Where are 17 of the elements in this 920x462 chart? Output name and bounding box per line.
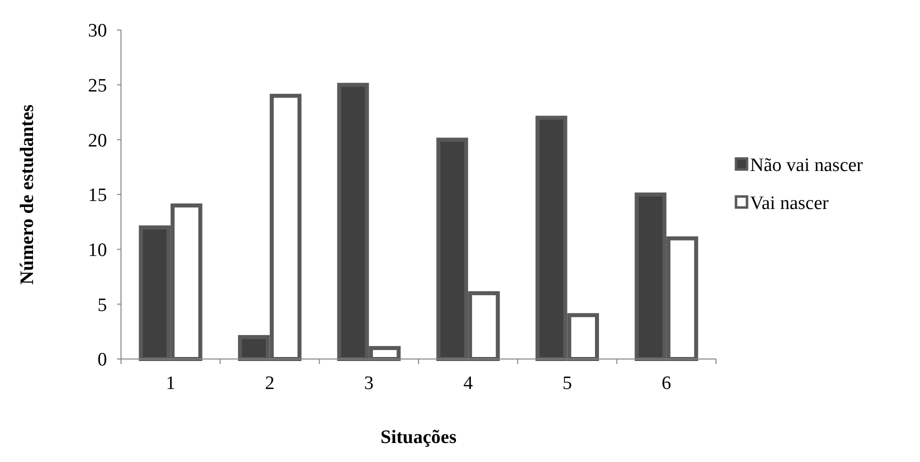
x-tick-label: 1: [166, 373, 176, 394]
y-tick-label: 5: [98, 294, 107, 316]
x-tick-label: 3: [364, 373, 374, 394]
y-tick-label: 0: [98, 350, 107, 371]
y-tick-label: 20: [88, 130, 107, 152]
y-tick-label: 15: [88, 185, 107, 206]
x-tick-label: 4: [463, 373, 474, 394]
legend-label: Vai nascer: [750, 193, 830, 214]
legend-label: Não vai nascer: [750, 155, 864, 176]
x-axis-title: Situações: [380, 427, 456, 448]
y-tick-label: 30: [88, 20, 107, 42]
x-tick-label: 2: [265, 373, 274, 394]
y-axis-title: Número de estudantes: [17, 104, 38, 285]
x-tick-label: 5: [562, 373, 572, 394]
y-tick-label: 25: [88, 75, 107, 96]
y-tick-label: 10: [88, 240, 107, 261]
x-tick-label: 6: [662, 373, 672, 394]
